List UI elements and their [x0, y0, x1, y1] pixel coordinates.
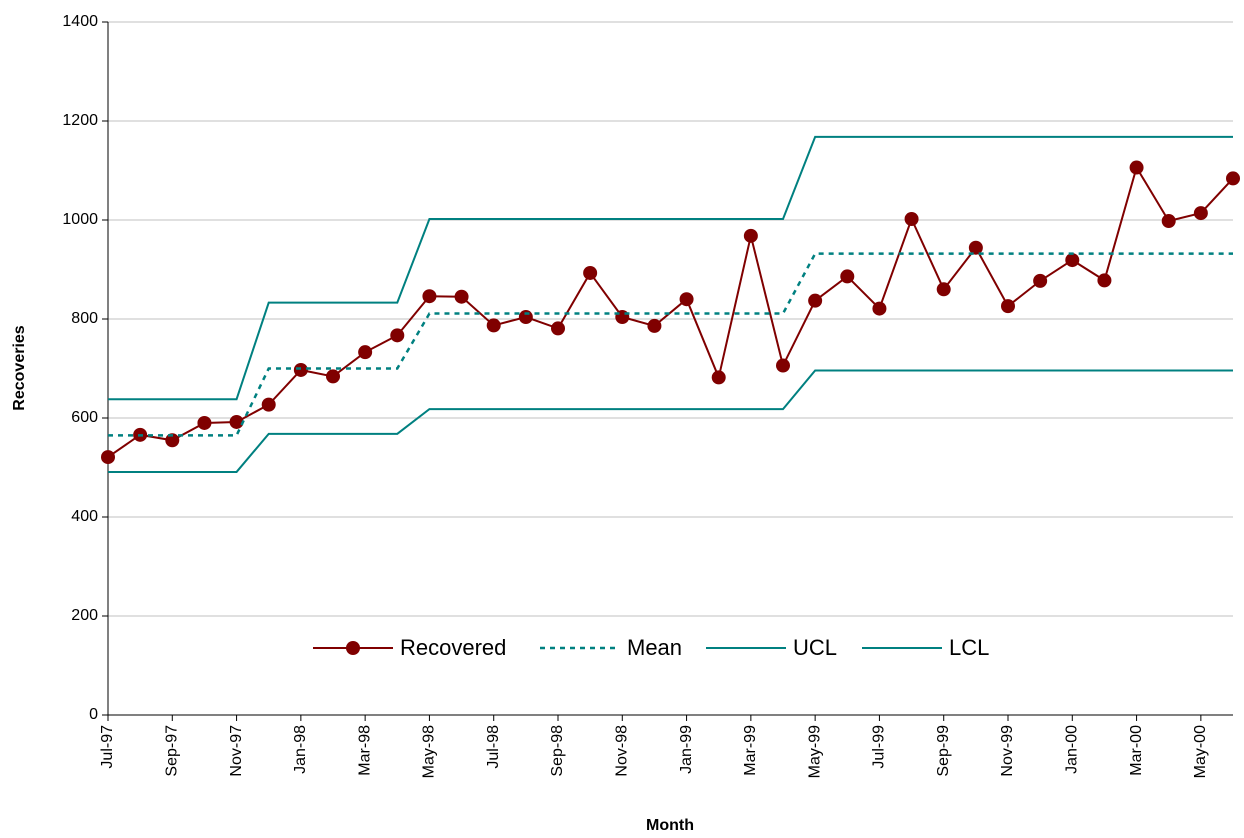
- x-tick-label: Sep-98: [549, 725, 566, 777]
- data-point: [840, 269, 855, 284]
- series-line: [108, 135, 1233, 401]
- x-tick-label: Nov-98: [614, 725, 631, 777]
- data-point: [615, 310, 630, 325]
- x-tick-label: Mar-98: [356, 725, 373, 776]
- x-tick-label: Mar-00: [1128, 725, 1145, 776]
- x-tick-label: Jul-99: [871, 725, 888, 769]
- data-point: [679, 292, 694, 307]
- series-line: [108, 369, 1233, 473]
- data-point: [293, 362, 308, 377]
- legend-label: Recovered: [400, 635, 506, 660]
- y-axis-title: Recoveries: [11, 325, 28, 410]
- y-tick-label: 600: [71, 409, 98, 426]
- legend-label: LCL: [949, 635, 989, 660]
- legend-label: Mean: [627, 635, 682, 660]
- legend-label: UCL: [793, 635, 837, 660]
- series-line: [108, 252, 1233, 437]
- data-point: [551, 321, 565, 336]
- data-point: [454, 289, 469, 304]
- x-tick-label: May-98: [421, 725, 438, 778]
- data-point: [101, 450, 115, 465]
- x-tick-label: Sep-97: [164, 725, 181, 777]
- y-tick-label: 1000: [62, 211, 98, 228]
- series-line: [107, 165, 1234, 458]
- x-tick-label: Sep-99: [935, 725, 952, 777]
- data-point: [583, 265, 598, 280]
- data-point: [872, 301, 887, 316]
- data-point: [776, 358, 790, 373]
- data-point: [1033, 273, 1048, 288]
- x-tick-label: Jul-97: [99, 725, 116, 769]
- legend-marker: [346, 641, 360, 655]
- data-point: [968, 240, 983, 255]
- data-point: [229, 414, 244, 429]
- data-point: [1065, 253, 1080, 268]
- data-point: [1001, 299, 1015, 314]
- x-tick-label: Nov-99: [999, 725, 1016, 777]
- data-point: [647, 318, 662, 333]
- x-tick-label: Jan-99: [678, 725, 695, 774]
- x-tick-label: Nov-97: [228, 725, 245, 777]
- data-point: [808, 293, 823, 308]
- data-point: [422, 289, 437, 304]
- data-point: [743, 228, 758, 243]
- data-point: [358, 345, 373, 360]
- data-point: [1097, 273, 1112, 288]
- y-tick-label: 1200: [62, 112, 98, 129]
- x-tick-label: Jan-00: [1064, 725, 1081, 774]
- data-point: [936, 282, 951, 297]
- data-point: [1226, 171, 1240, 186]
- x-tick-label: Jan-98: [292, 725, 309, 774]
- data-point: [518, 310, 533, 325]
- y-tick-label: 400: [71, 508, 98, 525]
- data-point: [904, 212, 919, 227]
- y-tick-label: 1400: [62, 13, 98, 30]
- y-tick-label: 800: [71, 310, 98, 327]
- data-point: [390, 328, 405, 343]
- y-tick-label: 200: [71, 607, 98, 624]
- x-axis-title: Month: [646, 817, 694, 834]
- data-point: [326, 369, 340, 384]
- x-tick-label: Mar-99: [742, 725, 759, 776]
- data-point: [165, 433, 180, 448]
- data-point: [1193, 206, 1208, 221]
- data-point: [1161, 213, 1176, 228]
- data-point: [486, 318, 501, 333]
- y-tick-label: 0: [89, 706, 98, 723]
- x-tick-label: May-99: [806, 725, 823, 778]
- x-tick-label: May-00: [1192, 725, 1209, 778]
- x-tick-label: Jul-98: [485, 725, 502, 769]
- data-point: [711, 370, 726, 385]
- data-point: [197, 415, 212, 430]
- data-point: [1129, 160, 1144, 175]
- data-point: [261, 397, 276, 412]
